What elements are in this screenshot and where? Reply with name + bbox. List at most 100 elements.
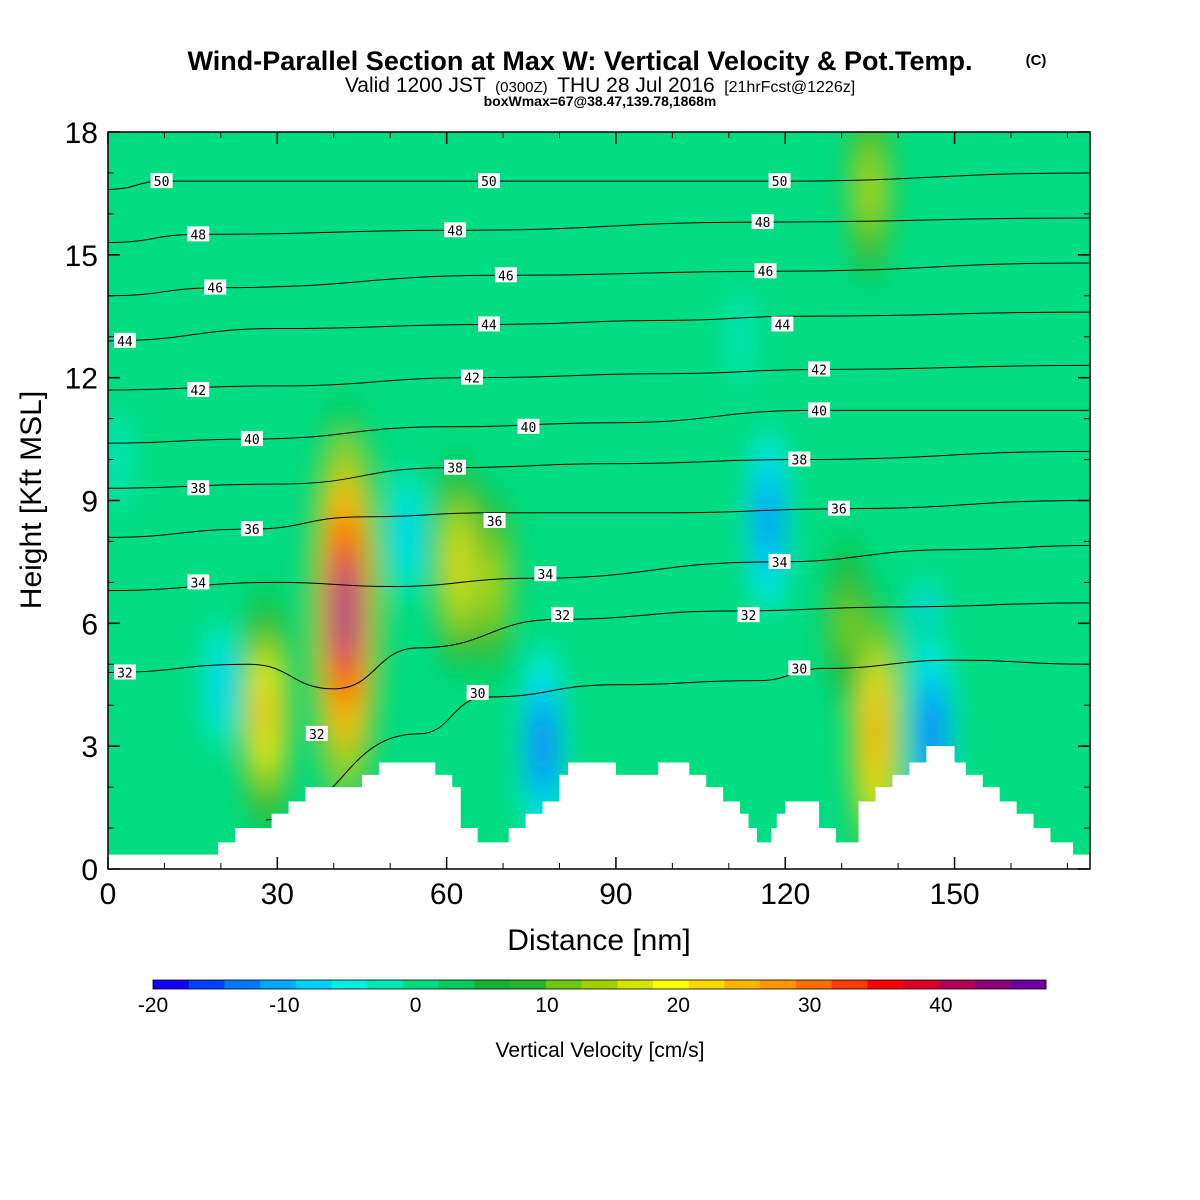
contour-label-32: 32 — [113, 664, 136, 681]
svg-text:34: 34 — [772, 556, 788, 571]
svg-text:40: 40 — [811, 404, 827, 419]
colorbar-swatch — [403, 980, 440, 989]
svg-text:34: 34 — [538, 568, 554, 583]
svg-text:32: 32 — [741, 609, 757, 624]
contour-label-30: 30 — [788, 660, 811, 677]
contour-labels: 50 50 50 48 48 48 46 46 46 44 44 44 42 42 42 40 40 40 38 38… — [113, 173, 850, 743]
colorbar-swatch — [545, 980, 583, 989]
x-tick-label: 120 — [760, 878, 810, 911]
contour-label-48: 48 — [187, 226, 210, 243]
svg-text:48: 48 — [190, 228, 206, 243]
colorbar-swatch — [867, 980, 904, 989]
contour-label-32: 32 — [551, 607, 574, 624]
contour-label-42: 42 — [808, 361, 831, 378]
colorbar-swatch — [153, 980, 190, 989]
svg-text:34: 34 — [190, 576, 206, 591]
terrain-profile — [108, 746, 1090, 869]
svg-text:44: 44 — [117, 335, 133, 350]
svg-text:32: 32 — [309, 728, 325, 743]
velocity-cell-12 — [200, 599, 241, 770]
velocity-cell-2 — [433, 445, 483, 688]
velocity-cell-6 — [847, 132, 893, 293]
svg-text:48: 48 — [755, 216, 771, 231]
colorbar: -20 -10 0 10 20 30 40 — [138, 979, 1047, 1017]
svg-text:46: 46 — [758, 265, 774, 280]
colorbar-swatch — [938, 980, 976, 989]
velocity-cell-9 — [387, 448, 428, 619]
colorbar-label: Vertical Velocity [cm/s] — [496, 1039, 705, 1062]
velocity-cell-13 — [723, 274, 758, 400]
contour-label-32: 32 — [305, 725, 328, 743]
contour-label-50: 50 — [150, 173, 173, 190]
valid-prefix: Valid 1200 JST — [345, 74, 486, 97]
x-tick-label: 60 — [430, 878, 463, 911]
svg-text:36: 36 — [487, 515, 503, 530]
colorbar-tick-label: 40 — [929, 994, 952, 1017]
contour-label-46: 46 — [494, 267, 517, 284]
y-axis-label: Height [Kft MSL] — [15, 391, 48, 609]
colorbar-swatch — [795, 980, 833, 989]
chart-subtitle: Valid 1200 JST (0300Z) THU 28 Jul 2016 [… — [345, 74, 855, 97]
velocity-cell-3 — [469, 479, 515, 686]
colorbar-swatch — [1010, 980, 1047, 989]
svg-text:46: 46 — [207, 282, 223, 297]
contour-label-50: 50 — [477, 173, 500, 190]
colorbar-frame — [152, 979, 1047, 990]
colorbar-tick-label: 10 — [535, 994, 558, 1017]
velocity-cell-0 — [307, 391, 384, 832]
svg-text:36: 36 — [831, 503, 847, 518]
contour-label-36: 36 — [240, 521, 263, 538]
colorbar-swatch — [760, 980, 797, 989]
contour-label-40: 40 — [517, 418, 540, 436]
velocity-cell-7 — [744, 408, 792, 633]
contour-label-44: 44 — [477, 316, 500, 333]
x-axis-label: Distance [nm] — [507, 924, 690, 957]
theta-contour-34 — [108, 545, 1090, 592]
colorbar-swatch — [688, 980, 726, 989]
box-wmax-info: boxWmax=67@38.47,139.78,1868m — [484, 93, 717, 109]
y-tick-label: 15 — [65, 240, 98, 273]
svg-text:38: 38 — [447, 462, 463, 477]
contour-label-34: 34 — [534, 566, 557, 583]
svg-text:44: 44 — [481, 318, 497, 333]
contour-label-34: 34 — [768, 553, 791, 571]
svg-text:50: 50 — [481, 175, 497, 190]
svg-text:50: 50 — [154, 175, 170, 190]
colorbar-swatch — [617, 980, 654, 989]
svg-text:42: 42 — [190, 384, 206, 399]
contour-label-38: 38 — [444, 459, 467, 477]
contour-label-30: 30 — [466, 684, 489, 702]
contour-label-42: 42 — [461, 369, 484, 387]
svg-text:50: 50 — [772, 175, 788, 190]
velocity-cell-5 — [826, 529, 869, 718]
colorbar-tick-label: 20 — [667, 994, 690, 1017]
y-tick-label: 9 — [81, 486, 98, 519]
contour-label-34: 34 — [187, 574, 210, 591]
colorbar-tick-label: -20 — [138, 994, 168, 1017]
contour-label-48: 48 — [444, 222, 467, 239]
contour-label-46: 46 — [754, 263, 777, 280]
svg-text:32: 32 — [554, 609, 570, 624]
y-tick-label: 18 — [65, 117, 98, 150]
contour-label-48: 48 — [751, 214, 774, 231]
svg-text:30: 30 — [792, 662, 808, 677]
svg-text:42: 42 — [811, 363, 827, 378]
colorbar-swatch — [367, 980, 404, 989]
contour-label-42: 42 — [187, 381, 210, 399]
svg-text:38: 38 — [190, 482, 206, 497]
colorbar-swatch — [474, 980, 511, 989]
contour-label-44: 44 — [113, 332, 136, 350]
svg-text:40: 40 — [244, 433, 260, 448]
x-tick-label: 90 — [599, 878, 632, 911]
colorbar-swatch — [581, 980, 618, 989]
copyright-mark: (C) — [1026, 52, 1047, 69]
valid-date: THU 28 Jul 2016 — [557, 74, 715, 97]
colorbar-swatch — [438, 980, 475, 989]
contour-label-44: 44 — [771, 316, 794, 333]
velocity-cell-1 — [238, 574, 294, 853]
contour-label-46: 46 — [204, 279, 227, 297]
colorbar-swatch — [831, 980, 868, 989]
theta-contour-30 — [266, 659, 1090, 821]
y-tick-label: 3 — [81, 731, 98, 764]
